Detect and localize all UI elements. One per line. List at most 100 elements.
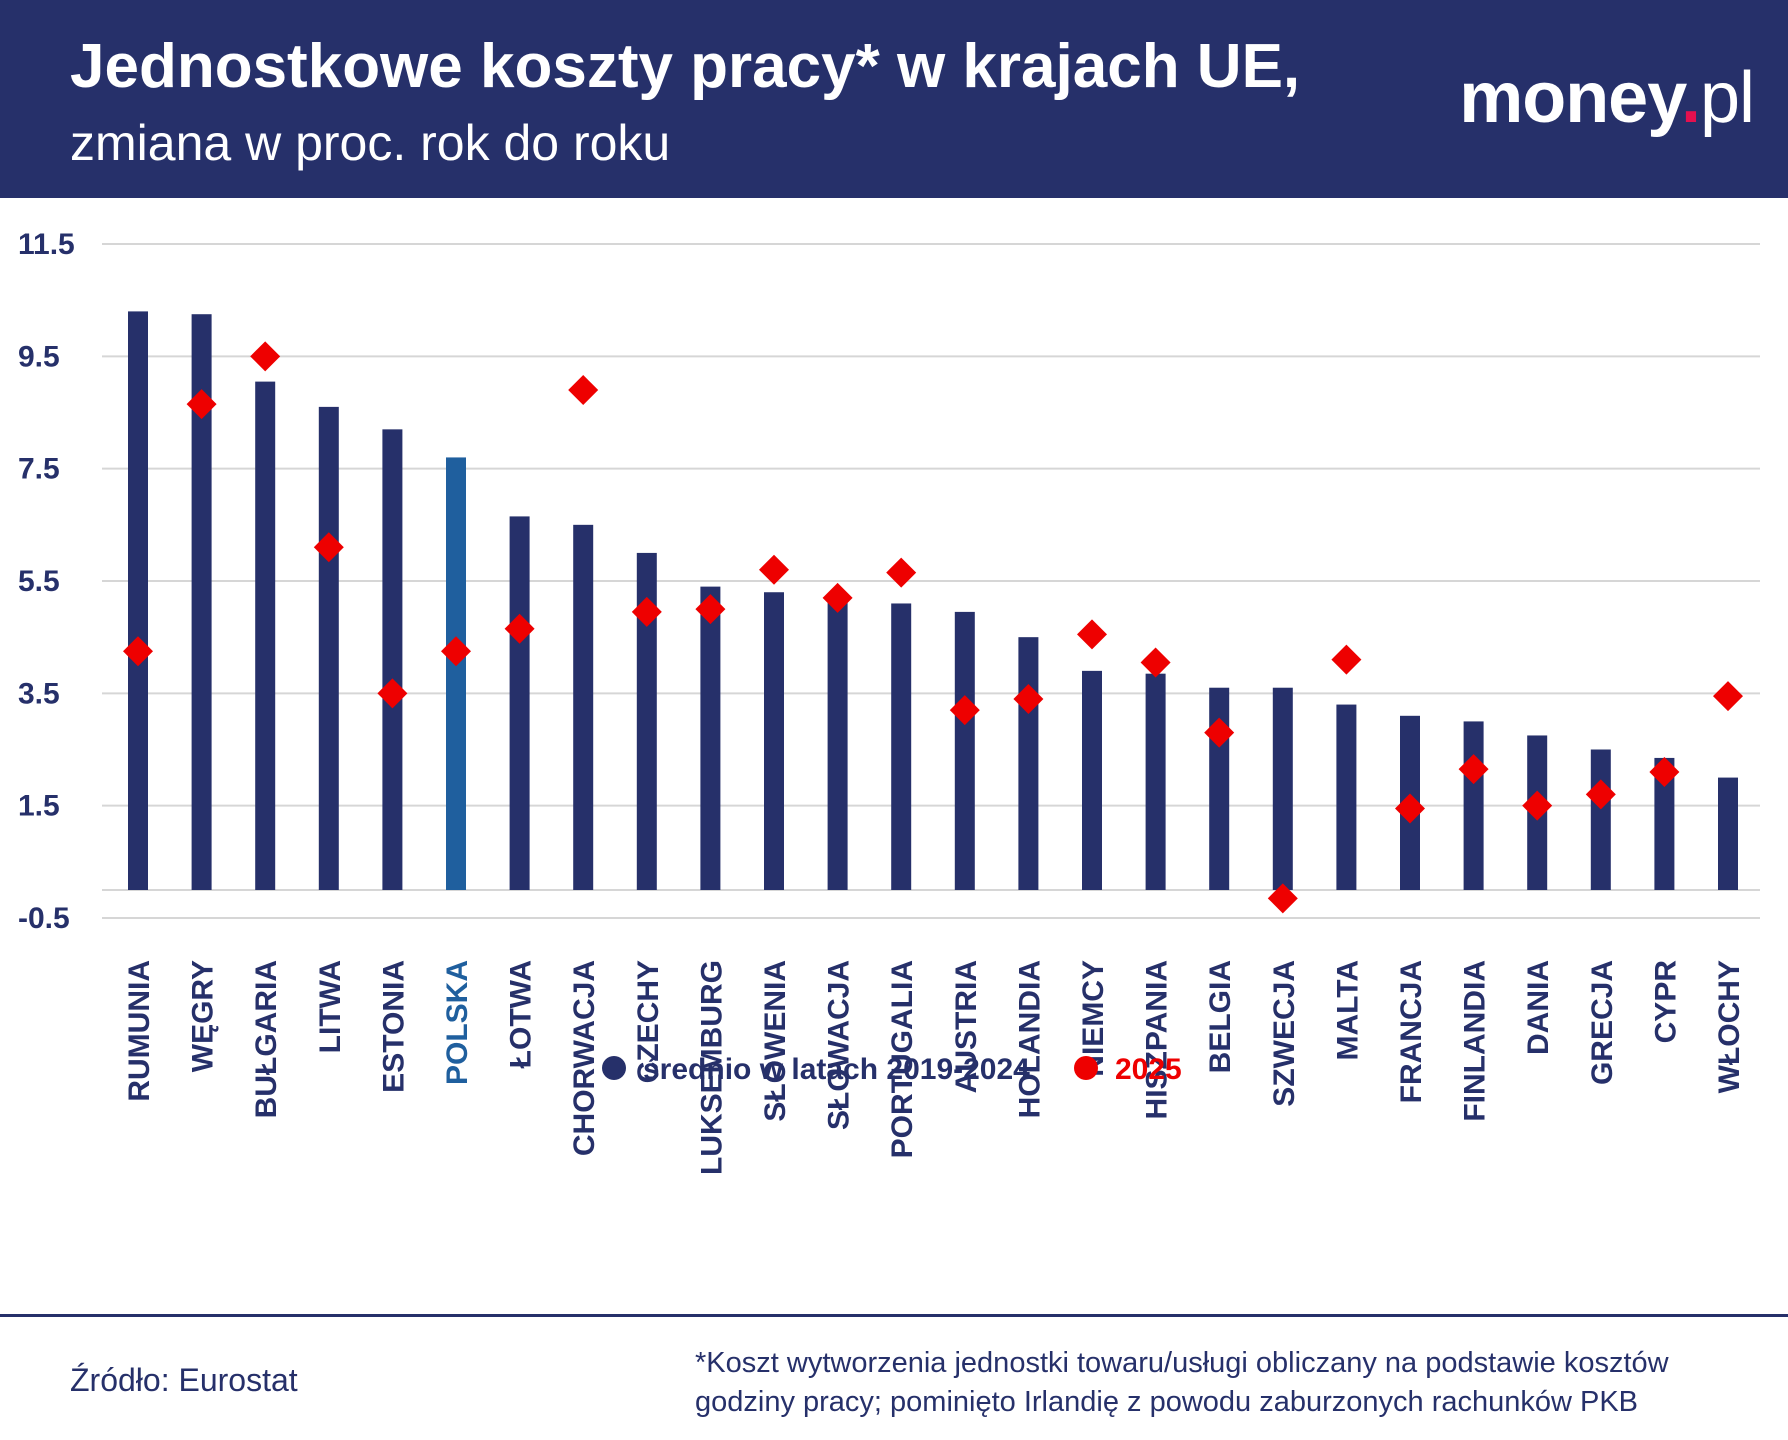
marker-2025 <box>1077 619 1107 650</box>
marker-2025 <box>1395 793 1425 824</box>
x-tick-label: WĘGRY <box>187 960 220 1072</box>
bar <box>891 603 912 890</box>
x-tick-label: RUMUNIA <box>123 960 156 1102</box>
x-tick-label: FRANCJA <box>1395 960 1428 1103</box>
labor-cost-chart: 11.5 9.5 7.5 5.5 3.5 1.5 -0.5 RUMUNIA WĘGRY BUŁG… <box>18 228 1760 1175</box>
y-tick-label: -0.5 <box>18 902 70 935</box>
marker-2025 <box>886 557 917 588</box>
logo-suffix: pl <box>1699 58 1755 138</box>
bar <box>1082 670 1102 890</box>
x-tick-label: CHORWACJA <box>568 960 601 1156</box>
y-tick-label: 9.5 <box>18 340 60 373</box>
bar <box>954 611 975 890</box>
marker-2025 <box>1585 779 1616 810</box>
marker-2025 <box>1267 883 1298 914</box>
bar <box>255 381 276 890</box>
bar <box>573 524 594 890</box>
footnote-line-1: *Koszt wytworzenia jednostki towaru/usłu… <box>695 1347 1669 1379</box>
x-tick-label: BELGIA <box>1204 960 1237 1073</box>
chart-title: Jednostkowe koszty pracy* w krajach UE, <box>70 32 1301 101</box>
x-tick-label: SZWECJA <box>1268 960 1301 1107</box>
marker-2025 <box>631 596 662 627</box>
x-tick-label: ŁOTWA <box>505 960 538 1068</box>
x-tick-label: GRECJA <box>1586 960 1619 1085</box>
logo-main: money <box>1459 58 1682 138</box>
marker-2025 <box>1522 790 1553 821</box>
footnote-line-2: godziny pracy; pominięto Irlandię z powo… <box>695 1386 1639 1418</box>
bar <box>1590 749 1611 890</box>
source-note: Źródło: Eurostat <box>70 1362 298 1398</box>
x-tick-label: SŁOWACJA <box>823 960 856 1130</box>
y-tick-label: 1.5 <box>18 790 60 823</box>
bar <box>764 592 784 890</box>
x-tick-label: WŁOCHY <box>1713 960 1746 1093</box>
bar <box>446 457 466 890</box>
bar <box>191 314 212 890</box>
x-tick-label: CYPR <box>1649 960 1682 1044</box>
y-tick-label: 3.5 <box>18 677 60 710</box>
x-tick-label: PORTUGALIA <box>886 960 919 1158</box>
marker-2025 <box>441 636 471 667</box>
legend-swatch-bar <box>602 1056 626 1080</box>
bar <box>1336 704 1357 890</box>
bar <box>700 586 721 890</box>
bar <box>1654 757 1675 890</box>
marker-2025 <box>759 554 789 585</box>
bar <box>509 516 530 890</box>
y-tick-label: 5.5 <box>18 565 60 598</box>
marker-2025 <box>504 613 535 644</box>
x-tick-label: AUSTRIA <box>950 960 983 1093</box>
bar <box>128 311 148 890</box>
chart-subtitle: zmiana w proc. rok do roku <box>70 115 671 171</box>
y-tick-label: 7.5 <box>18 453 60 486</box>
bar <box>318 406 339 890</box>
bar <box>636 552 657 890</box>
legend: średnio w latach 2019-2024 2025 <box>602 1053 1182 1086</box>
money-pl-logo: money.pl <box>1459 62 1755 134</box>
marker-2025 <box>250 341 281 372</box>
x-tick-label: ESTONIA <box>377 960 410 1093</box>
x-tick-label: LUKSEMBURG <box>695 960 728 1175</box>
marker-2025 <box>1204 717 1235 748</box>
x-tick-label: LITWA <box>314 960 347 1053</box>
x-tick-label: FINLANDIA <box>1459 960 1492 1122</box>
bar <box>382 429 403 890</box>
bar <box>1272 687 1293 890</box>
marker-2025 <box>1458 754 1489 785</box>
legend-label-marker: 2025 <box>1115 1053 1182 1086</box>
x-tick-label: HOLANDIA <box>1013 960 1046 1118</box>
x-tick-label: HISZPANIA <box>1141 960 1174 1119</box>
logo-dot: . <box>1680 58 1701 138</box>
x-tick-label: CZECHY <box>632 960 665 1083</box>
bar <box>827 595 848 890</box>
marker-2025 <box>123 636 153 667</box>
marker-2025 <box>949 695 980 726</box>
legend-label-bar: średnio w latach 2019-2024 <box>643 1053 1030 1086</box>
footer-divider <box>0 1314 1788 1317</box>
x-axis-labels: RUMUNIA WĘGRY BUŁGARIA LITWA ESTONIA POLSKA ŁO… <box>123 960 1746 1175</box>
marker-2025 <box>1713 681 1743 712</box>
header-banner: Jednostkowe koszty pracy* w krajach UE, … <box>0 0 1788 198</box>
marker-2025 <box>1013 683 1044 714</box>
marker-2025 <box>1331 644 1362 675</box>
bar <box>1018 637 1039 890</box>
marker-series <box>123 341 1743 914</box>
x-tick-label: MALTA <box>1331 960 1364 1061</box>
bar <box>1145 673 1166 890</box>
footnote: *Koszt wytworzenia jednostki towaru/usłu… <box>695 1344 1775 1422</box>
marker-2025 <box>695 594 726 625</box>
bar <box>1463 721 1484 890</box>
marker-2025 <box>377 678 408 709</box>
marker-2025 <box>1649 756 1680 787</box>
marker-2025 <box>568 375 599 406</box>
marker-2025 <box>822 582 853 613</box>
x-tick-label: BUŁGARIA <box>250 960 283 1118</box>
marker-2025 <box>186 389 217 420</box>
legend-swatch-marker <box>1074 1056 1098 1080</box>
x-tick-label: POLSKA <box>441 960 474 1085</box>
bar <box>1718 777 1738 890</box>
x-tick-label: SŁOWENIA <box>759 960 792 1122</box>
grid-lines <box>102 243 1760 919</box>
y-axis-ticks: 11.5 9.5 7.5 5.5 3.5 1.5 -0.5 <box>18 228 75 935</box>
marker-2025 <box>313 532 344 563</box>
